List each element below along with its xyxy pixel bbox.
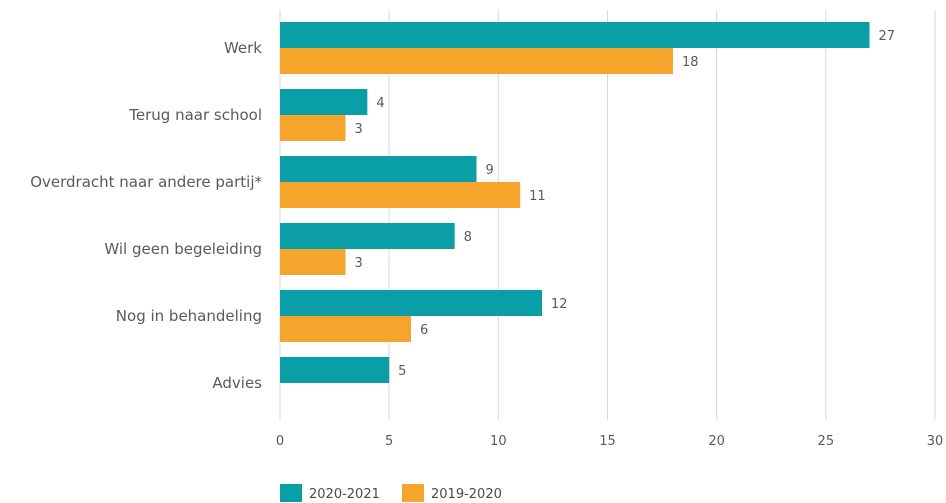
legend-swatch [402, 484, 424, 502]
category-label: Advies [212, 374, 262, 392]
data-label: 5 [398, 364, 406, 379]
data-label: 3 [355, 256, 363, 271]
category-label: Overdracht naar andere partij* [30, 173, 262, 191]
data-label: 6 [420, 323, 428, 338]
bar-series1 [280, 22, 870, 48]
legend-swatch [280, 484, 302, 502]
x-tick-label: 0 [276, 434, 284, 449]
data-label: 8 [464, 230, 472, 245]
bar-series2 [280, 115, 346, 141]
x-tick-label: 30 [927, 434, 944, 449]
data-label: 18 [682, 55, 699, 70]
bar-series2 [280, 249, 346, 275]
x-tick-label: 10 [490, 434, 507, 449]
bar-series2 [280, 316, 411, 342]
bar-series2 [280, 182, 521, 208]
x-tick-label: 20 [708, 434, 725, 449]
legend: 2020-2021 2019-2020 [280, 484, 502, 502]
data-label: 3 [355, 122, 363, 137]
category-label: Nog in behandeling [116, 307, 262, 325]
bar-series1 [280, 156, 477, 182]
bars [280, 22, 870, 383]
data-label: 11 [529, 189, 546, 204]
data-label: 4 [376, 96, 384, 111]
data-label: 27 [879, 29, 896, 44]
category-label: Wil geen begeleiding [104, 240, 262, 258]
data-label: 9 [486, 163, 494, 178]
bar-series1 [280, 223, 455, 249]
x-tick-label: 5 [385, 434, 393, 449]
bar-series1 [280, 357, 390, 383]
legend-label: 2019-2020 [431, 487, 502, 502]
x-tick-label: 25 [818, 434, 835, 449]
x-tick-label: 15 [599, 434, 616, 449]
grid-lines [279, 10, 936, 420]
bar-series2 [280, 48, 673, 74]
bar-series1 [280, 290, 542, 316]
data-label: 12 [551, 297, 568, 312]
legend-label: 2020-2021 [309, 487, 380, 502]
category-label: Terug naar school [128, 106, 262, 124]
bar-series1 [280, 89, 368, 115]
category-label: Werk [224, 39, 262, 57]
